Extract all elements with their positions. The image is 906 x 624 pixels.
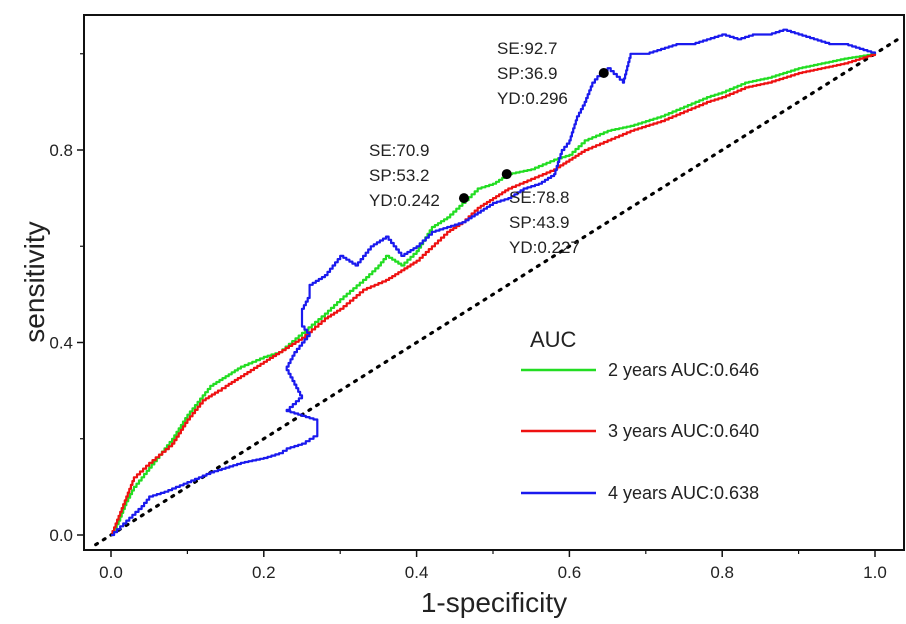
y-axis-title: sensitivity — [19, 221, 50, 342]
x-tick-label: 0.4 — [405, 563, 429, 582]
annotation-line: SP:43.9 — [509, 213, 570, 232]
legend-label: 4 years AUC:0.638 — [608, 483, 759, 503]
curve-2-years — [111, 53, 877, 537]
axis-ticks: 0.0 0.2 0.4 0.6 0.8 1.0 0.0 0.4 0.8 — [49, 53, 887, 582]
reference-diagonal-line — [94, 37, 900, 547]
y-tick-label: 0.0 — [49, 526, 73, 545]
y-tick-label: 0.8 — [49, 141, 73, 160]
curve-4-years — [111, 28, 877, 537]
y-tick-label: 0.4 — [49, 334, 73, 353]
x-axis-title: 1-specificity — [421, 587, 567, 618]
legend-title: AUC — [530, 327, 577, 352]
legend-label: 2 years AUC:0.646 — [608, 360, 759, 380]
annotation-line: YD:0.296 — [497, 89, 568, 108]
annotation-line: SE:70.9 — [369, 141, 430, 160]
annotation-line: YD:0.227 — [509, 238, 580, 257]
annotation-line: SE:92.7 — [497, 39, 558, 58]
x-tick-label: 0.0 — [99, 563, 123, 582]
cutoff-point — [598, 68, 609, 78]
x-tick-label: 0.2 — [252, 563, 276, 582]
legend-label: 3 years AUC:0.640 — [608, 421, 759, 441]
x-tick-label: 1.0 — [863, 563, 887, 582]
cutoff-points — [458, 68, 609, 204]
cutoff-point — [458, 193, 469, 204]
cutoff-annotations: SE:70.9 SP:53.2 YD:0.242 SE:78.8 SP:43.9 YD:0… — [369, 39, 580, 257]
annotation-group: SE:92.7 SP:36.9 YD:0.296 — [497, 39, 568, 108]
curve-3-years — [111, 53, 877, 537]
annotation-group: SE:70.9 SP:53.2 YD:0.242 — [369, 141, 440, 210]
roc-curves — [111, 28, 877, 537]
x-tick-label: 0.8 — [710, 563, 734, 582]
x-tick-label: 0.6 — [558, 563, 582, 582]
annotation-line: YD:0.242 — [369, 191, 440, 210]
plot-frame — [83, 14, 905, 551]
annotation-line: SP:53.2 — [369, 166, 430, 185]
legend-items: 2 years AUC:0.646 3 years AUC:0.640 4 year… — [521, 360, 759, 503]
annotation-line: SE:78.8 — [509, 188, 570, 207]
cutoff-point — [501, 169, 512, 180]
annotation-group: SE:78.8 SP:43.9 YD:0.227 — [509, 188, 580, 257]
annotation-line: SP:36.9 — [497, 64, 558, 83]
legend: AUC 2 years AUC:0.646 3 years AUC:0.640 4 … — [521, 327, 759, 503]
